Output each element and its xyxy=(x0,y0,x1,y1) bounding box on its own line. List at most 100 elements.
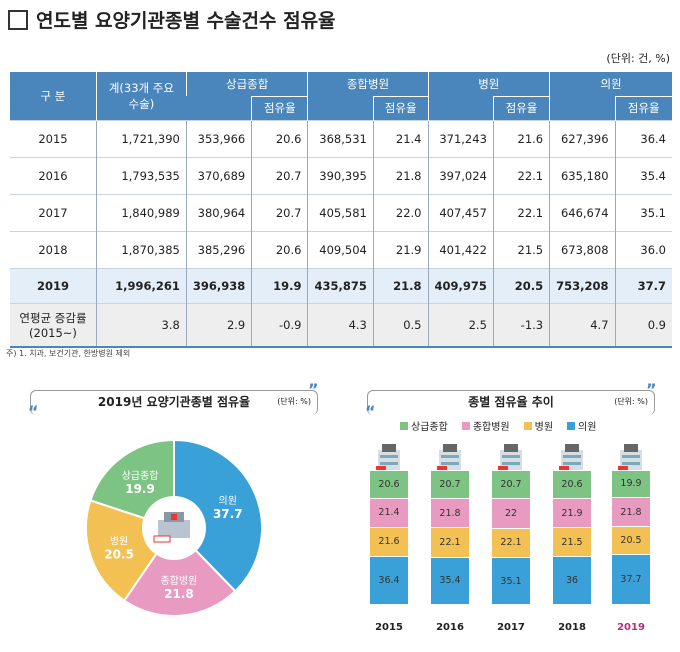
bar-segment: 37.7 xyxy=(612,553,650,604)
table-cell: 35.4 xyxy=(614,156,672,194)
bar-segment: 36 xyxy=(553,556,591,604)
quote-open-icon: “ xyxy=(28,402,39,421)
table-cell: 1,721,390 xyxy=(95,119,187,157)
table-cell: 36.0 xyxy=(614,230,672,268)
table-cell: 2.5 xyxy=(427,302,494,347)
bar-segment: 35.4 xyxy=(431,556,469,604)
table-cell: 2.9 xyxy=(185,302,252,347)
table-cell: 21.8 xyxy=(372,156,428,194)
data-table: 구 분 계(33개 주요수술) 상급종합 종합병원 병원 의원 점유율 점유율 … xyxy=(10,72,672,348)
table-cell: 2017 xyxy=(10,193,97,231)
bar-segment: 22.1 xyxy=(431,527,469,557)
hospital-building-icon xyxy=(435,440,465,470)
bar-segment: 20.6 xyxy=(370,470,408,498)
header-share: 점유율 xyxy=(614,95,672,120)
bar-segment: 21.4 xyxy=(370,497,408,527)
hospital-building-icon xyxy=(496,440,526,470)
header-share: 점유율 xyxy=(251,95,308,120)
table-cell: 20.5 xyxy=(492,267,550,303)
table-cell: 21.5 xyxy=(492,230,550,268)
header-clinic: 의원 xyxy=(549,72,672,96)
quote-close-icon: ” xyxy=(308,380,319,399)
bar-segment: 20.5 xyxy=(612,526,650,554)
bar-segment: 21.8 xyxy=(612,496,650,527)
page-title: 연도별 요양기관종별 수술건수 점유율 xyxy=(8,6,336,33)
table-cell: 385,296 xyxy=(185,230,252,268)
table-cell: 2018 xyxy=(10,230,97,268)
table-cell: 353,966 xyxy=(185,119,252,157)
stacked-bar: 20.7 21.8 22.1 35.4 xyxy=(431,470,469,604)
table-cell: 1,793,535 xyxy=(95,156,187,194)
bar-segment: 19.9 xyxy=(612,470,650,497)
year-label: 2016 xyxy=(436,622,464,633)
bar-segment: 21.5 xyxy=(553,527,591,557)
checkbox-icon xyxy=(8,9,28,30)
legend-clinic: 의원 xyxy=(567,418,596,433)
header-total: 계(33개 주요수술) xyxy=(95,72,187,120)
table-row: 2018 1,870,385 385,296 20.6 409,504 21.9 401,4… xyxy=(10,230,672,268)
table-cell: 2016 xyxy=(10,156,97,194)
table-cell: 4.7 xyxy=(549,302,616,347)
table-cell: 연평균 증감률 (2015~) xyxy=(10,302,97,347)
pie-value: 37.7 xyxy=(213,507,243,521)
legend-tertiary: 상급종합 xyxy=(400,418,448,433)
table-cell: 397,024 xyxy=(427,156,494,194)
pie-label: 상급종합 xyxy=(122,470,159,482)
table-cell: 635,180 xyxy=(549,156,616,194)
bar-segment: 35.1 xyxy=(492,557,530,604)
hospital-building-icon xyxy=(616,440,646,470)
header-category: 구 분 xyxy=(10,72,97,120)
table-cell: 1,996,261 xyxy=(95,267,187,303)
footnote: 주) 1. 치과, 보건기관, 한방병원 제외 xyxy=(6,349,131,358)
pie-slice xyxy=(122,526,237,617)
table-cell: 368,531 xyxy=(307,119,374,157)
table-cell: 20.6 xyxy=(251,230,308,268)
header-share: 점유율 xyxy=(492,95,550,120)
table-cell: 0.9 xyxy=(614,302,672,347)
pie-label: 종합병원 xyxy=(161,575,198,587)
table-cell: 4.3 xyxy=(307,302,374,347)
table-cell: 35.1 xyxy=(614,193,672,231)
bar-segment: 21.9 xyxy=(553,497,591,528)
quote-open-icon: “ xyxy=(365,402,376,421)
bar-panel-title: 종별 점유율 추이 (단위: %) xyxy=(367,390,655,415)
table-cell: 646,674 xyxy=(549,193,616,231)
stacked-bar: 20.7 22 22.1 35.1 xyxy=(492,470,530,604)
table-cell: 407,457 xyxy=(427,193,494,231)
table-cell: 21.6 xyxy=(492,119,550,157)
bar-segment: 22 xyxy=(492,497,530,528)
table-cell: 37.7 xyxy=(614,267,672,303)
year-label: 2019 xyxy=(617,622,645,633)
table-cell: 21.9 xyxy=(372,230,428,268)
table-row: 2016 1,793,535 370,689 20.7 390,395 21.8 397,0… xyxy=(10,156,672,194)
table-cell: 19.9 xyxy=(251,267,308,303)
table-cell: 20.7 xyxy=(251,193,308,231)
stacked-bar: 19.9 21.8 20.5 37.7 xyxy=(612,470,650,604)
legend-general: 종합병원 xyxy=(461,418,510,433)
table-row: 2015 1,721,390 353,966 20.6 368,531 21.4 371,2… xyxy=(10,119,672,157)
table-row: 2019 1,996,261 396,938 19.9 435,875 21.8 409,9… xyxy=(10,267,672,303)
bar-segment: 20.7 xyxy=(431,470,469,498)
hospital-building-icon xyxy=(374,440,404,470)
bar-segment: 36.4 xyxy=(370,555,408,604)
title-text: 연도별 요양기관종별 수술건수 점유율 xyxy=(36,10,336,32)
pie-label: 병원 xyxy=(110,536,128,548)
pie-slice xyxy=(173,438,263,593)
table-cell: 3.8 xyxy=(95,302,187,347)
pie-title: 2019년 요양기관종별 점유율 xyxy=(97,395,251,409)
unit-label: (단위: 건, %) xyxy=(606,52,670,65)
table-cell: 405,581 xyxy=(307,193,374,231)
year-label: 2017 xyxy=(497,622,525,633)
quote-close-icon: ” xyxy=(646,380,657,399)
table-cell: 36.4 xyxy=(614,119,672,157)
table-cell: 370,689 xyxy=(185,156,252,194)
table-cell: 2015 xyxy=(10,119,97,157)
table-cell: 22.1 xyxy=(492,193,550,231)
table-cell: 1,870,385 xyxy=(95,230,187,268)
pie-value: 21.8 xyxy=(164,587,194,601)
bar-title: 종별 점유율 추이 xyxy=(468,395,554,409)
table-cell: 20.7 xyxy=(251,156,308,194)
bar-segment: 20.6 xyxy=(553,470,591,498)
bar-segment: 22.1 xyxy=(492,527,530,558)
